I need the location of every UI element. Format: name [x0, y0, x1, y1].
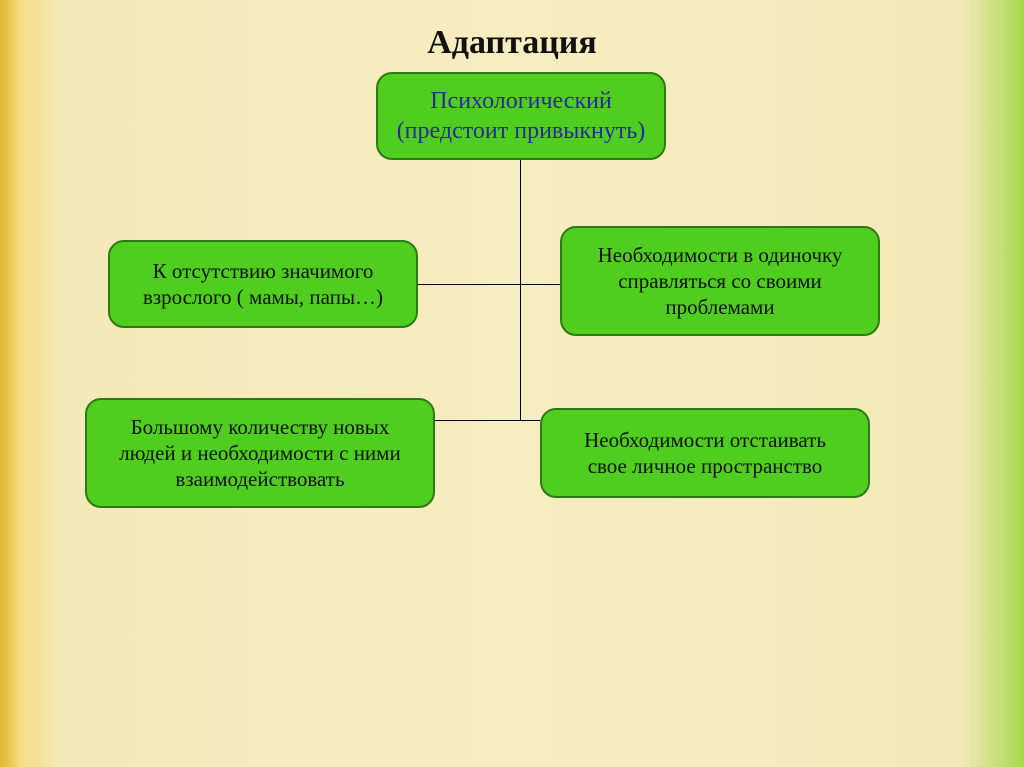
connector-h — [418, 284, 520, 285]
node-c1-label: К отсутствию значимоговзрослого ( мамы, … — [143, 258, 383, 311]
title-text: Адаптация — [427, 24, 597, 61]
node-root-label: Психологический(предстоит привыкнуть) — [397, 86, 646, 146]
connector-h — [520, 420, 540, 421]
slide-title: Адаптация — [0, 24, 1024, 62]
node-c4-label: Необходимости отстаиватьсвое личное прос… — [584, 427, 826, 480]
node-c3: Большому количеству новыхлюдей и необход… — [85, 398, 435, 508]
connector-v — [520, 160, 521, 420]
connector-h — [520, 284, 560, 285]
node-c4: Необходимости отстаиватьсвое личное прос… — [540, 408, 870, 498]
connector-h — [435, 420, 520, 421]
node-c2: Необходимости в одиночкусправляться со с… — [560, 226, 880, 336]
node-c3-label: Большому количеству новыхлюдей и необход… — [119, 414, 400, 493]
node-c2-label: Необходимости в одиночкусправляться со с… — [598, 242, 843, 321]
node-c1: К отсутствию значимоговзрослого ( мамы, … — [108, 240, 418, 328]
node-root: Психологический(предстоит привыкнуть) — [376, 72, 666, 160]
